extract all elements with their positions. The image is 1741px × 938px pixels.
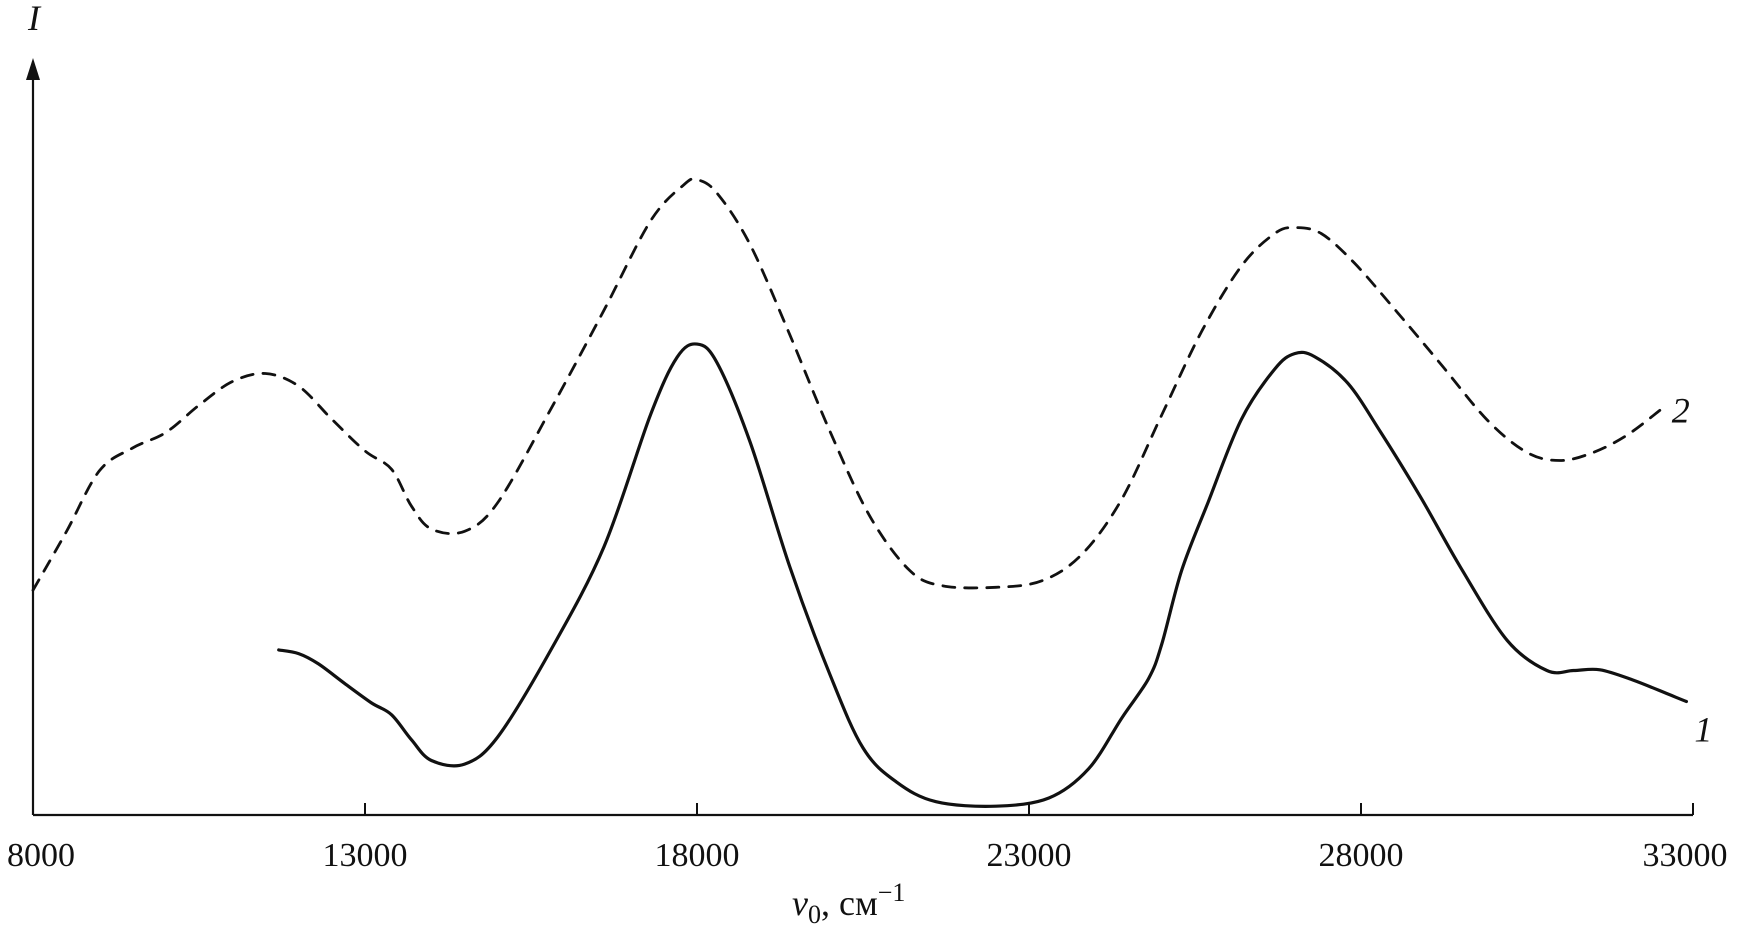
- x-tick-label: 18000: [655, 837, 740, 874]
- x-tick-label: 28000: [1319, 837, 1404, 874]
- x-ticks-group: 8000 13000 18000 23000 28000 33000: [7, 803, 1728, 874]
- y-axis-label: I: [27, 0, 42, 38]
- x-axis-label-exponent: −1: [878, 878, 906, 907]
- x-axis-label-symbol: ν: [792, 883, 808, 923]
- series-1-line: [277, 342, 1688, 808]
- x-tick-label: 23000: [987, 837, 1072, 874]
- series-group: 12: [31, 177, 1712, 808]
- series-2-label: 2: [1672, 390, 1690, 430]
- axes-group: I ν0, см−1: [26, 0, 1693, 929]
- x-tick-label: 8000: [7, 837, 75, 874]
- x-tick-label: 13000: [323, 837, 408, 874]
- x-axis-label: ν0, см−1: [792, 878, 905, 929]
- series-2-line: [31, 177, 1662, 592]
- x-axis-label-subscript: 0: [808, 900, 821, 929]
- x-tick-label: 33000: [1643, 837, 1728, 874]
- series-1-label: 1: [1694, 710, 1712, 750]
- x-axis-label-unit: , см: [821, 883, 878, 923]
- y-axis-arrow-icon: [26, 58, 40, 80]
